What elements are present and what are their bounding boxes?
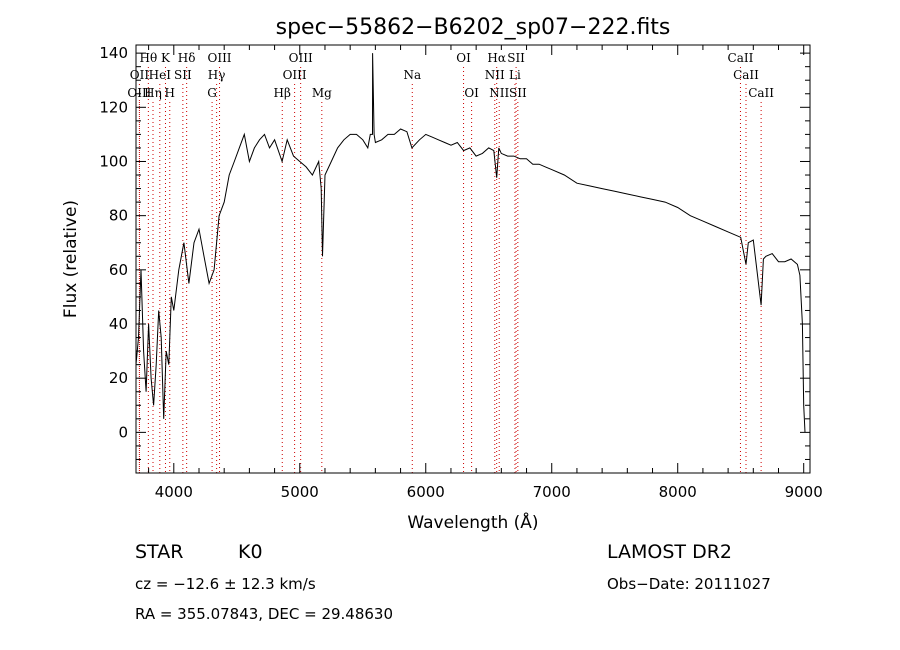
spectral-line-label: Hη bbox=[144, 86, 162, 100]
spectral-line-label: CaII bbox=[728, 51, 754, 65]
y-tick-label: 20 bbox=[109, 369, 128, 387]
plot-frame bbox=[135, 44, 811, 474]
x-tick-label: 7000 bbox=[533, 483, 571, 501]
spectral-line-markers bbox=[138, 67, 762, 473]
x-tick-label: 4000 bbox=[155, 483, 193, 501]
y-tick-label: 120 bbox=[99, 98, 128, 116]
coordinates-text: RA = 355.07843, DEC = 29.48630 bbox=[135, 605, 394, 623]
spectrum-line bbox=[135, 53, 806, 433]
y-tick-label: 80 bbox=[109, 207, 128, 225]
spectral-line-label: Na bbox=[403, 68, 421, 82]
spectral-line-label: OIII bbox=[207, 51, 231, 65]
x-axis-ticks: 4000 5000 6000 7000 8000 9000 bbox=[148, 45, 823, 501]
y-tick-label: 140 bbox=[99, 44, 128, 62]
x-tick-label: 8000 bbox=[659, 483, 697, 501]
spectral-line-label: H bbox=[165, 86, 175, 100]
spectral-line-label: Hγ bbox=[208, 68, 226, 82]
y-axis-label: Flux (relative) bbox=[61, 200, 81, 318]
spectral-line-label: OIII bbox=[289, 51, 313, 65]
spectral-line-label: NII bbox=[489, 86, 509, 100]
spectral-line-label: SII bbox=[509, 86, 527, 100]
spectral-subclass: K0 bbox=[238, 541, 263, 563]
spectral-line-label: SII bbox=[174, 68, 192, 82]
x-tick-label: 6000 bbox=[407, 483, 445, 501]
spectral-line-label: OI bbox=[464, 86, 479, 100]
redshift-text: cz = −12.6 ± 12.3 km/s bbox=[135, 575, 316, 593]
spectral-line-label: OIII bbox=[127, 86, 151, 100]
spectral-line-label: Mg bbox=[312, 86, 332, 100]
spectral-line-label: Li bbox=[509, 68, 521, 82]
obs-date-text: Obs−Date: 20111027 bbox=[607, 575, 771, 593]
spectral-line-label: Hβ bbox=[274, 86, 291, 100]
y-axis-ticks: 0 20 40 60 80 100 120 140 bbox=[99, 44, 810, 460]
spectral-line-label: OI bbox=[456, 51, 471, 65]
spectral-line-label: G bbox=[207, 86, 217, 100]
y-tick-label: 60 bbox=[109, 261, 128, 279]
chart-title: spec−55862−B6202_sp07−222.fits bbox=[276, 15, 671, 40]
spectral-line-label: OIII bbox=[283, 68, 307, 82]
spectral-line-label: CaII bbox=[733, 68, 759, 82]
spectral-line-label: Hθ bbox=[139, 51, 157, 65]
spectral-line-label: OII bbox=[130, 68, 150, 82]
spectral-line-label: NII bbox=[485, 68, 505, 82]
object-class: STAR bbox=[135, 541, 184, 563]
spectral-line-label: K bbox=[161, 51, 171, 65]
spectral-line-label: SII bbox=[507, 51, 525, 65]
survey-name: LAMOST DR2 bbox=[607, 541, 732, 563]
y-tick-label: 0 bbox=[118, 423, 128, 441]
x-tick-label: 9000 bbox=[785, 483, 823, 501]
spectral-line-label: CaII bbox=[748, 86, 774, 100]
spectral-line-label: Hα bbox=[487, 51, 506, 65]
y-tick-label: 100 bbox=[99, 152, 128, 170]
y-tick-label: 40 bbox=[109, 315, 128, 333]
spectral-line-label: HeI bbox=[149, 68, 172, 82]
x-axis-label: Wavelength (Å) bbox=[407, 511, 538, 533]
spectral-line-label: Hδ bbox=[178, 51, 196, 65]
x-tick-label: 5000 bbox=[281, 483, 319, 501]
